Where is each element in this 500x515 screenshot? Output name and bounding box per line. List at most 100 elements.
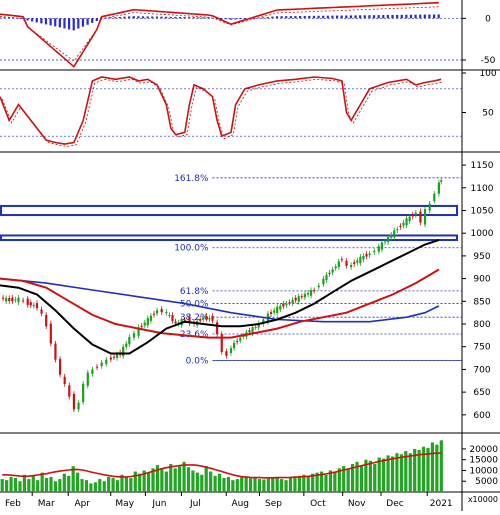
volume-bar — [342, 466, 346, 492]
volume-bar — [377, 457, 381, 492]
macd-histogram-bar — [289, 16, 292, 19]
candle-body — [273, 310, 276, 313]
macd-histogram-bar — [396, 14, 399, 19]
stoch-tick-label: 100 — [479, 69, 496, 79]
macd-histogram-bar — [312, 15, 316, 19]
macd-histogram-bar — [391, 14, 394, 19]
month-label: Aug — [231, 499, 249, 509]
macd-histogram-bar — [275, 16, 279, 19]
macd-histogram-bar — [26, 18, 29, 21]
macd-histogram-bar — [151, 16, 154, 19]
volume-bar — [142, 470, 146, 492]
macd-line — [0, 1, 439, 68]
volume-bar — [435, 444, 439, 492]
candle-body — [254, 326, 257, 328]
volume-bar — [404, 451, 408, 492]
volume-bar — [186, 467, 191, 492]
candle-body — [202, 317, 205, 320]
volume-bar — [297, 475, 301, 492]
volume-bar — [182, 461, 186, 492]
candle-body — [155, 310, 159, 314]
volume-bar — [262, 479, 266, 492]
candle-body — [199, 319, 202, 321]
volume-bar — [200, 474, 204, 492]
price-tick-label: 600 — [473, 411, 490, 421]
volume-bar — [346, 469, 350, 492]
candle-body — [236, 340, 239, 343]
candle-body — [26, 298, 29, 305]
candle-body — [82, 383, 85, 403]
candle-body — [40, 309, 43, 314]
candle-body — [356, 260, 359, 263]
candle-body — [95, 366, 99, 368]
volume-bar — [44, 478, 49, 492]
candle-body — [419, 211, 422, 223]
candle-body — [63, 376, 66, 384]
candle-body — [5, 298, 8, 302]
macd-histogram-bar — [359, 15, 362, 19]
volume-bar — [191, 470, 195, 492]
candle-body — [91, 369, 94, 374]
macd-histogram-bar — [141, 16, 145, 19]
candle-body — [32, 305, 35, 307]
candle-body — [365, 253, 368, 257]
candle-body — [440, 180, 443, 182]
month-label: Jul — [189, 499, 201, 509]
volume-tick-label: 15000 — [469, 456, 498, 466]
volume-bar — [76, 472, 80, 492]
candle-body — [112, 356, 116, 358]
macd-histogram-bar — [405, 14, 408, 19]
candle-body — [152, 313, 156, 315]
volume-bar — [115, 480, 120, 492]
volume-bar — [359, 465, 364, 492]
candle-body — [353, 262, 356, 265]
volume-bar — [386, 455, 390, 492]
macd-histogram-bar — [155, 16, 158, 19]
volume-bar — [248, 478, 253, 492]
macd-histogram-bar — [349, 15, 353, 19]
volume-bar — [280, 479, 284, 492]
candle-body — [128, 336, 131, 345]
candle-body — [405, 218, 408, 226]
volume-bar — [430, 442, 435, 492]
candle-body — [174, 321, 177, 324]
candle-body — [132, 333, 136, 338]
candle-body — [146, 318, 149, 326]
macd-histogram-bar — [285, 16, 288, 19]
macd-histogram-bar — [299, 15, 302, 19]
volume-bar — [173, 468, 177, 492]
macd-histogram-bar — [409, 14, 413, 19]
volume-bar — [271, 478, 275, 492]
stoch-tick-label: 50 — [482, 109, 494, 119]
candle-body — [168, 315, 171, 317]
month-label: Feb — [5, 499, 21, 509]
candle-body — [208, 318, 211, 320]
candle-body — [402, 222, 405, 226]
candle-body — [137, 327, 140, 336]
candle-body — [377, 246, 380, 252]
price-tick-label: 1100 — [471, 184, 494, 194]
candle-body — [288, 302, 291, 304]
price-tick-label: 850 — [473, 297, 490, 307]
macd-histogram-bar — [238, 18, 242, 20]
month-label: Oct — [310, 499, 326, 509]
price-tick-label: 750 — [473, 343, 490, 353]
volume-bar — [155, 465, 160, 492]
volume-bar — [129, 478, 133, 492]
volume-bar — [18, 481, 22, 492]
candle-body — [362, 255, 365, 260]
candle-body — [72, 393, 76, 410]
macd-histogram-bar — [81, 18, 85, 27]
macd-histogram-bar — [44, 18, 48, 25]
candle-body — [328, 272, 331, 274]
volume-bar — [399, 454, 403, 492]
macd-histogram-bar — [7, 17, 11, 19]
macd-histogram-bar — [197, 17, 200, 19]
volume-bar — [244, 476, 248, 492]
volume-bar — [204, 466, 208, 492]
volume-bar — [324, 474, 328, 492]
macd-histogram-bar — [95, 18, 98, 22]
macd-histogram-bar — [118, 16, 122, 19]
candle-body — [433, 193, 436, 201]
macd-histogram-bar — [137, 16, 140, 19]
